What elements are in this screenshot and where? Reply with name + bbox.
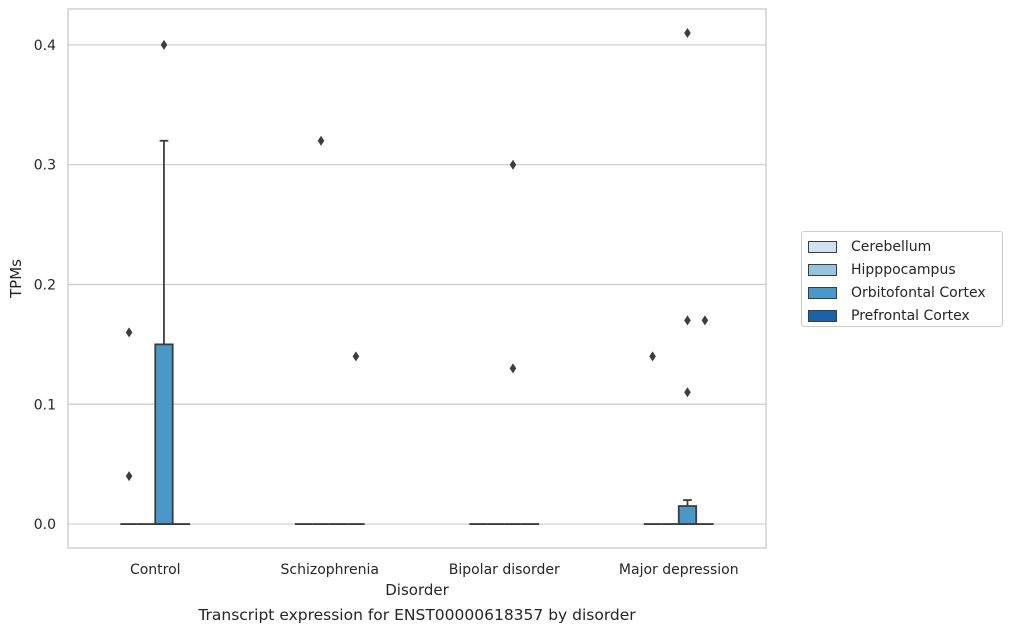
box bbox=[677, 505, 698, 525]
legend-swatch bbox=[808, 264, 837, 277]
legend-label: Cerebellum bbox=[851, 239, 932, 256]
y-tick-label: 0.0 bbox=[34, 517, 56, 533]
y-tick-label: 0.4 bbox=[34, 38, 56, 54]
legend-label: Prefrontal Cortex bbox=[851, 307, 970, 324]
outlier-point bbox=[684, 315, 691, 326]
outlier-point bbox=[509, 363, 517, 374]
legend-label: Hipppocampus bbox=[851, 262, 956, 279]
outlier-point bbox=[352, 351, 360, 362]
legend-item: Prefrontal Cortex bbox=[808, 304, 1002, 327]
outlier-point bbox=[684, 387, 691, 398]
outlier-point bbox=[125, 471, 133, 482]
legend: Cerebellum Hipppocampus Orbitofontal Corte… bbox=[801, 231, 1003, 327]
outlier-point bbox=[125, 327, 133, 338]
x-tick-label: Bipolar disorder bbox=[449, 562, 560, 578]
plot-frame bbox=[67, 8, 767, 549]
y-axis-label: TPMs bbox=[7, 259, 25, 299]
outlier-point bbox=[684, 27, 691, 38]
x-tick-label: Control bbox=[130, 562, 181, 578]
legend-item: Orbitofontal Cortex bbox=[808, 282, 1002, 305]
box-plot-marks bbox=[120, 139, 714, 525]
outlier-point bbox=[317, 135, 325, 146]
legend-item: Cerebellum bbox=[808, 236, 1002, 259]
legend-swatch bbox=[808, 286, 837, 299]
x-tick-labels: Control Schizophrenia Bipolar disorder Majo… bbox=[130, 562, 739, 578]
y-tick-label: 0.3 bbox=[34, 158, 56, 174]
legend-label: Orbitofontal Cortex bbox=[851, 284, 986, 301]
outlier-point bbox=[649, 351, 656, 362]
legend-swatch bbox=[808, 309, 837, 322]
figure-caption: Transcript expression for ENST0000061835… bbox=[198, 606, 636, 624]
y-tick-labels: 0.0 0.1 0.2 0.3 0.4 bbox=[34, 38, 56, 533]
legend-swatch bbox=[808, 241, 837, 254]
x-tick-label: Major depression bbox=[619, 562, 739, 578]
outlier-point bbox=[160, 39, 168, 50]
legend-item: Hipppocampus bbox=[808, 259, 1002, 282]
y-tick-label: 0.2 bbox=[34, 277, 56, 293]
x-axis-label: Disorder bbox=[385, 581, 449, 599]
x-tick-label: Schizophrenia bbox=[281, 562, 379, 578]
outlier-points bbox=[125, 27, 709, 482]
outlier-point bbox=[509, 159, 517, 170]
y-tick-label: 0.1 bbox=[34, 397, 56, 413]
outlier-point bbox=[701, 315, 709, 326]
box bbox=[154, 343, 174, 525]
